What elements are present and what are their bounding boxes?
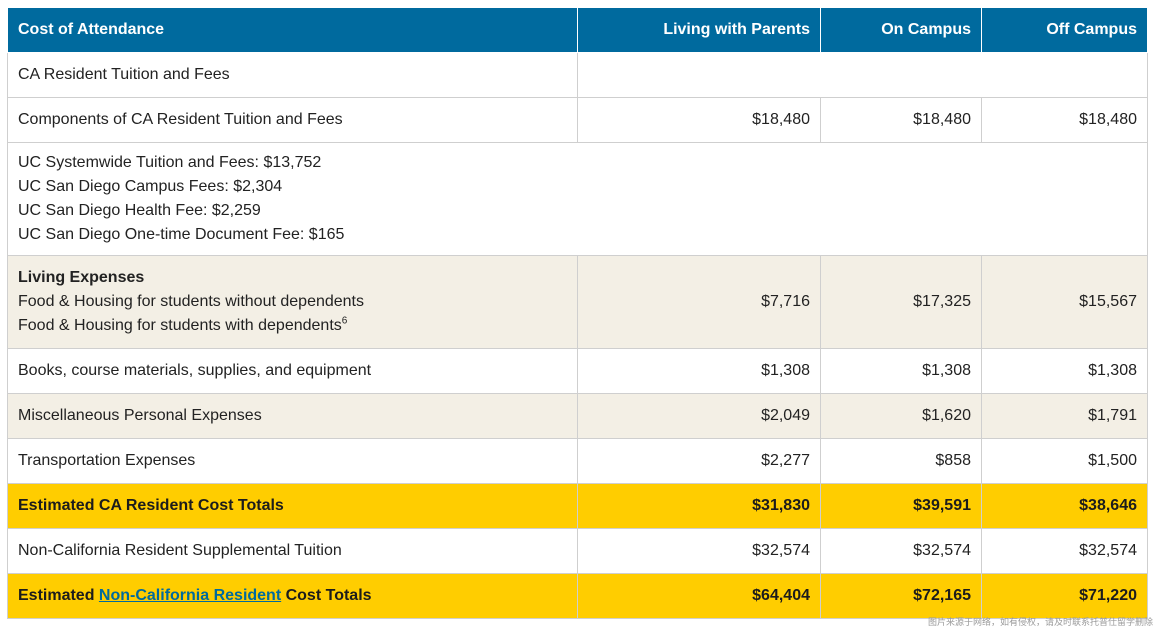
tuition-items-cell: UC Systemwide Tuition and Fees: $13,752 … — [7, 142, 1148, 256]
footnote-marker: 6 — [341, 315, 348, 327]
living-line-without-dependents: Food & Housing for students without depe… — [18, 293, 364, 310]
tuition-item: UC San Diego Campus Fees: $2,304 — [18, 178, 283, 195]
non-california-resident-link[interactable]: Non-California Resident — [98, 587, 282, 604]
row-label: Components of CA Resident Tuition and Fe… — [7, 97, 578, 143]
watermark-text: 图片来源于网络，如有侵权，请及时联系托普仕留学删除 — [927, 618, 1153, 628]
table-row-books: Books, course materials, supplies, and e… — [7, 348, 1148, 394]
tuition-item: UC San Diego Health Fee: $2,259 — [18, 202, 261, 219]
table-row-transportation: Transportation Expenses $2,277 $858 $1,5… — [7, 438, 1148, 484]
value-living-with-parents: $31,830 — [577, 483, 821, 529]
value-living-with-parents: $1,308 — [577, 348, 821, 394]
table-header-row: Cost of Attendance Living with Parents O… — [7, 7, 1148, 53]
table-row-tuition-items: UC Systemwide Tuition and Fees: $13,752 … — [7, 142, 1148, 256]
table-row-tuition-components: Components of CA Resident Tuition and Fe… — [7, 97, 1148, 143]
row-label: Miscellaneous Personal Expenses — [7, 393, 578, 439]
value-off-campus: $38,646 — [981, 483, 1148, 529]
value-off-campus: $1,791 — [981, 393, 1148, 439]
table-row-misc: Miscellaneous Personal Expenses $2,049 $… — [7, 393, 1148, 439]
value-on-campus: $858 — [820, 438, 982, 484]
table-row-living-expenses: Living Expenses Food & Housing for stude… — [7, 255, 1148, 349]
value-on-campus: $1,308 — [820, 348, 982, 394]
value-off-campus: $71,220 — [981, 573, 1148, 619]
living-expenses-title: Living Expenses — [18, 269, 145, 286]
value-living-with-parents: $64,404 — [577, 573, 821, 619]
header-living-with-parents: Living with Parents — [577, 7, 821, 53]
value-living-with-parents: $18,480 — [577, 97, 821, 143]
table-row-nonresident-supplemental: Non-California Resident Supplemental Tui… — [7, 528, 1148, 574]
header-off-campus: Off Campus — [981, 7, 1148, 53]
row-label: Transportation Expenses — [7, 438, 578, 484]
value-on-campus: $17,325 — [820, 255, 982, 349]
cost-of-attendance-table: Cost of Attendance Living with Parents O… — [7, 7, 1148, 619]
value-living-with-parents: $2,049 — [577, 393, 821, 439]
empty-cell — [577, 52, 1148, 98]
row-label: Non-California Resident Supplemental Tui… — [7, 528, 578, 574]
tuition-item: UC San Diego One-time Document Fee: $165 — [18, 226, 345, 243]
value-off-campus: $32,574 — [981, 528, 1148, 574]
tuition-item: UC Systemwide Tuition and Fees: $13,752 — [18, 154, 322, 171]
header-cost-of-attendance: Cost of Attendance — [7, 7, 578, 53]
value-on-campus: $1,620 — [820, 393, 982, 439]
table-row-ca-resident-total: Estimated CA Resident Cost Totals $31,83… — [7, 483, 1148, 529]
value-on-campus: $72,165 — [820, 573, 982, 619]
row-label: Estimated CA Resident Cost Totals — [7, 483, 578, 529]
row-label: CA Resident Tuition and Fees — [7, 52, 578, 98]
value-living-with-parents: $32,574 — [577, 528, 821, 574]
living-expenses-cell: Living Expenses Food & Housing for stude… — [7, 255, 578, 349]
value-off-campus: $15,567 — [981, 255, 1148, 349]
row-label: Estimated Non-California Resident Cost T… — [7, 573, 578, 619]
value-living-with-parents: $2,277 — [577, 438, 821, 484]
value-off-campus: $1,500 — [981, 438, 1148, 484]
table-row-nonresident-total: Estimated Non-California Resident Cost T… — [7, 573, 1148, 619]
table-row-tuition-header: CA Resident Tuition and Fees — [7, 52, 1148, 98]
row-label: Books, course materials, supplies, and e… — [7, 348, 578, 394]
value-on-campus: $39,591 — [820, 483, 982, 529]
value-off-campus: $18,480 — [981, 97, 1148, 143]
living-line-with-dependents: Food & Housing for students with depende… — [18, 315, 348, 334]
header-on-campus: On Campus — [820, 7, 982, 53]
value-on-campus: $18,480 — [820, 97, 982, 143]
value-on-campus: $32,574 — [820, 528, 982, 574]
value-living-with-parents: $7,716 — [577, 255, 821, 349]
value-off-campus: $1,308 — [981, 348, 1148, 394]
